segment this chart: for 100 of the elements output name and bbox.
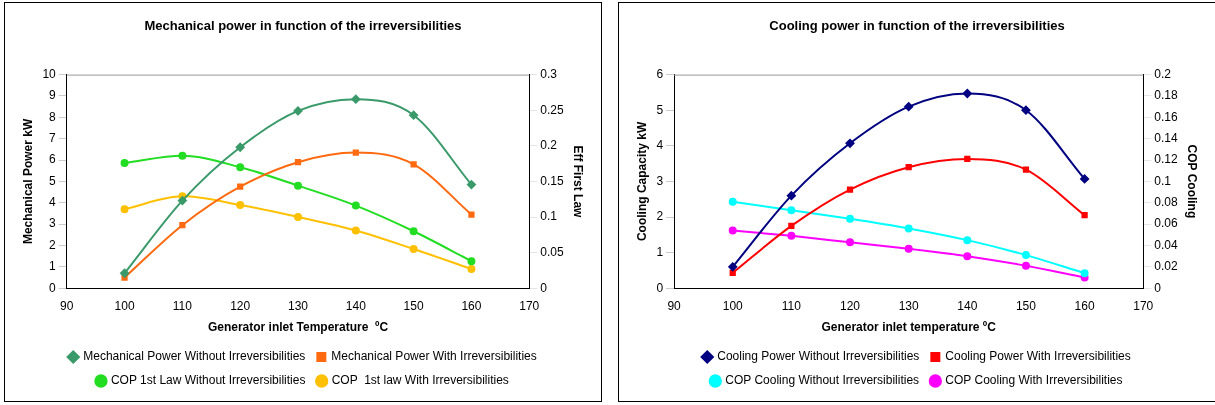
point (1022, 166, 1030, 173)
chart-title: Cooling power in function of the irreversibilities (769, 18, 1065, 34)
point (236, 163, 245, 172)
y-tick-label: 8 (49, 109, 57, 124)
legend-label: COP Cooling With Irreversibilities (945, 373, 1123, 388)
legend-label: Mechanical Power With Irreversibilities (331, 349, 537, 364)
x-tick-label: 90 (60, 298, 74, 313)
legend-label: Cooling Power Without Irreversibilities (717, 349, 920, 364)
chart-title: Mechanical power in function of the irreversibilities (144, 18, 462, 34)
x-tick-label: 170 (519, 298, 540, 313)
x-axis-title: Generator inlet Temperature ºC (207, 320, 389, 335)
y2-tick-label: 0.06 (1154, 216, 1178, 231)
point (294, 181, 302, 190)
y2-tick-label: 0.1 (1154, 173, 1172, 188)
y-tick-label: 5 (656, 102, 664, 117)
x-tick-label: 150 (1015, 298, 1037, 313)
legend-label: COP Cooling Without Irreversibilities (725, 373, 920, 388)
point (786, 191, 796, 201)
point (467, 264, 476, 273)
x-tick-label: 150 (403, 298, 424, 313)
point (409, 110, 419, 120)
x-tick-label: 130 (287, 298, 309, 313)
y-tick-label: 9 (49, 88, 57, 103)
y-tick-label: 1 (656, 244, 664, 259)
point (294, 159, 302, 166)
y-tick-label: 2 (49, 237, 57, 252)
point (728, 226, 737, 235)
x-tick-label: 90 (667, 298, 682, 313)
x-tick-label: 120 (230, 298, 251, 313)
point (962, 88, 972, 98)
y-tick-label: 4 (656, 138, 664, 153)
x-tick-label: 100 (114, 298, 135, 313)
x-tick-label: 170 (1133, 298, 1154, 313)
point (964, 155, 971, 163)
x-axis-title: Generator inlet temperature ºC (821, 320, 997, 335)
point (468, 211, 475, 218)
y2-tick-label: 0.2 (1154, 66, 1172, 81)
point (179, 222, 186, 229)
point (466, 180, 476, 190)
point (177, 196, 187, 206)
legend-label: COP 1st law With Irreversibilities (331, 373, 509, 388)
y-tick-label: 2 (656, 209, 664, 224)
y-tick-label: 6 (656, 66, 664, 81)
point (351, 94, 361, 104)
point (1080, 269, 1089, 278)
x-tick-label: 110 (172, 298, 193, 313)
legend-label: Mechanical Power Without Irreversibilities (83, 349, 306, 364)
point (467, 257, 476, 266)
y2-tick-label: 0.2 (540, 138, 558, 153)
point (120, 158, 129, 167)
point (1021, 105, 1031, 115)
point (352, 149, 359, 156)
y2-tick-label: 0.14 (1154, 130, 1178, 145)
point (904, 244, 913, 253)
y2-tick-label: 0.08 (1154, 195, 1178, 210)
point (1081, 212, 1088, 219)
x-tick-label: 160 (1074, 298, 1095, 313)
point (1080, 174, 1090, 184)
point (237, 183, 244, 190)
point (1021, 251, 1030, 260)
point (351, 226, 360, 235)
y2-tick-label: 0 (540, 280, 548, 295)
point (409, 245, 418, 254)
y2-tick-label: 0.04 (1154, 237, 1178, 252)
y2-tick-label: 0.12 (1154, 152, 1178, 167)
point (846, 186, 854, 193)
point (904, 224, 913, 233)
legend-label: COP 1st Law Without Irreversibilities (110, 373, 306, 388)
x-tick-label: 140 (345, 298, 367, 313)
y2-tick-label: 0.15 (540, 173, 564, 188)
x-tick-label: 120 (840, 298, 861, 313)
legend-label: Cooling Power With Irreversibilities (945, 349, 1131, 364)
point (905, 164, 912, 171)
point (846, 238, 855, 247)
point (410, 161, 417, 168)
x-tick-label: 160 (461, 298, 482, 313)
y2-tick-label: 0.3 (540, 66, 558, 81)
y2-axis-title: Eff First Law (571, 145, 586, 219)
point (235, 142, 245, 152)
y-tick-label: 4 (49, 195, 57, 210)
y2-tick-label: 0.18 (1154, 88, 1178, 103)
y-axis-title: Cooling Capacity kW (634, 121, 649, 242)
point (293, 106, 303, 116)
y2-tick-label: 0.1 (540, 209, 558, 224)
point (788, 222, 795, 230)
point (236, 200, 245, 209)
point (963, 252, 972, 261)
point (846, 214, 855, 223)
point (729, 269, 736, 277)
point (409, 227, 418, 236)
y-tick-label: 6 (49, 152, 57, 167)
point (178, 151, 187, 160)
point (904, 102, 914, 112)
y2-tick-label: 0 (1154, 280, 1162, 295)
point (845, 138, 855, 148)
point (787, 231, 796, 240)
y-axis-title: Mechanical Power kW (20, 118, 35, 245)
point (728, 262, 738, 272)
point (294, 213, 302, 221)
y2-axis-title: COP Cooling (1185, 144, 1200, 219)
